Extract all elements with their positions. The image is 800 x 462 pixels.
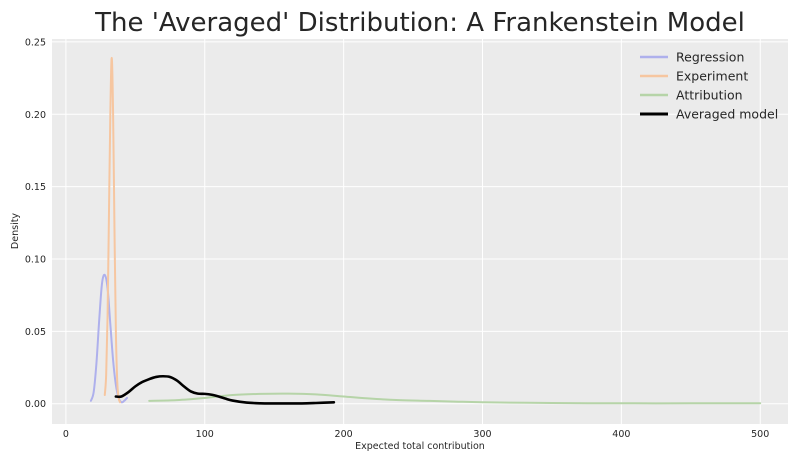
plot-area (52, 39, 788, 424)
y-tick-label: 0.05 (25, 327, 46, 338)
y-tick-label: 0.25 (25, 37, 46, 48)
series-line-averaged-model (114, 374, 336, 405)
series-lines (89, 56, 762, 405)
y-tick-label: 0.10 (25, 255, 46, 266)
legend-label: Regression (676, 50, 744, 65)
y-axis-label: Density (10, 213, 21, 249)
series-line-experiment (103, 56, 122, 404)
x-tick-label: 300 (473, 429, 491, 440)
y-tick-label: 0.20 (25, 110, 46, 121)
series-line-attribution (148, 392, 762, 405)
x-ticks: 0 100 200 300 400 500 (63, 429, 769, 440)
legend-label: Attribution (676, 88, 743, 103)
x-tick-label: 0 (63, 429, 69, 440)
x-tick-label: 200 (335, 429, 353, 440)
y-ticks: 0.00 0.05 0.10 0.15 0.20 0.25 (25, 37, 46, 410)
series-line-regression (89, 273, 128, 404)
y-tick-label: 0.15 (25, 182, 46, 193)
x-tick-label: 100 (196, 429, 214, 440)
x-tick-label: 400 (612, 429, 630, 440)
legend: Regression Experiment Attribution Averaged … (640, 50, 778, 122)
chart-title: The 'Averaged' Distribution: A Frankenst… (94, 8, 745, 38)
legend-label: Experiment (676, 69, 748, 84)
legend-label: Averaged model (676, 107, 778, 122)
x-axis-label: Expected total contribution (355, 441, 485, 452)
x-tick-label: 500 (751, 429, 769, 440)
y-tick-label: 0.00 (25, 399, 46, 410)
